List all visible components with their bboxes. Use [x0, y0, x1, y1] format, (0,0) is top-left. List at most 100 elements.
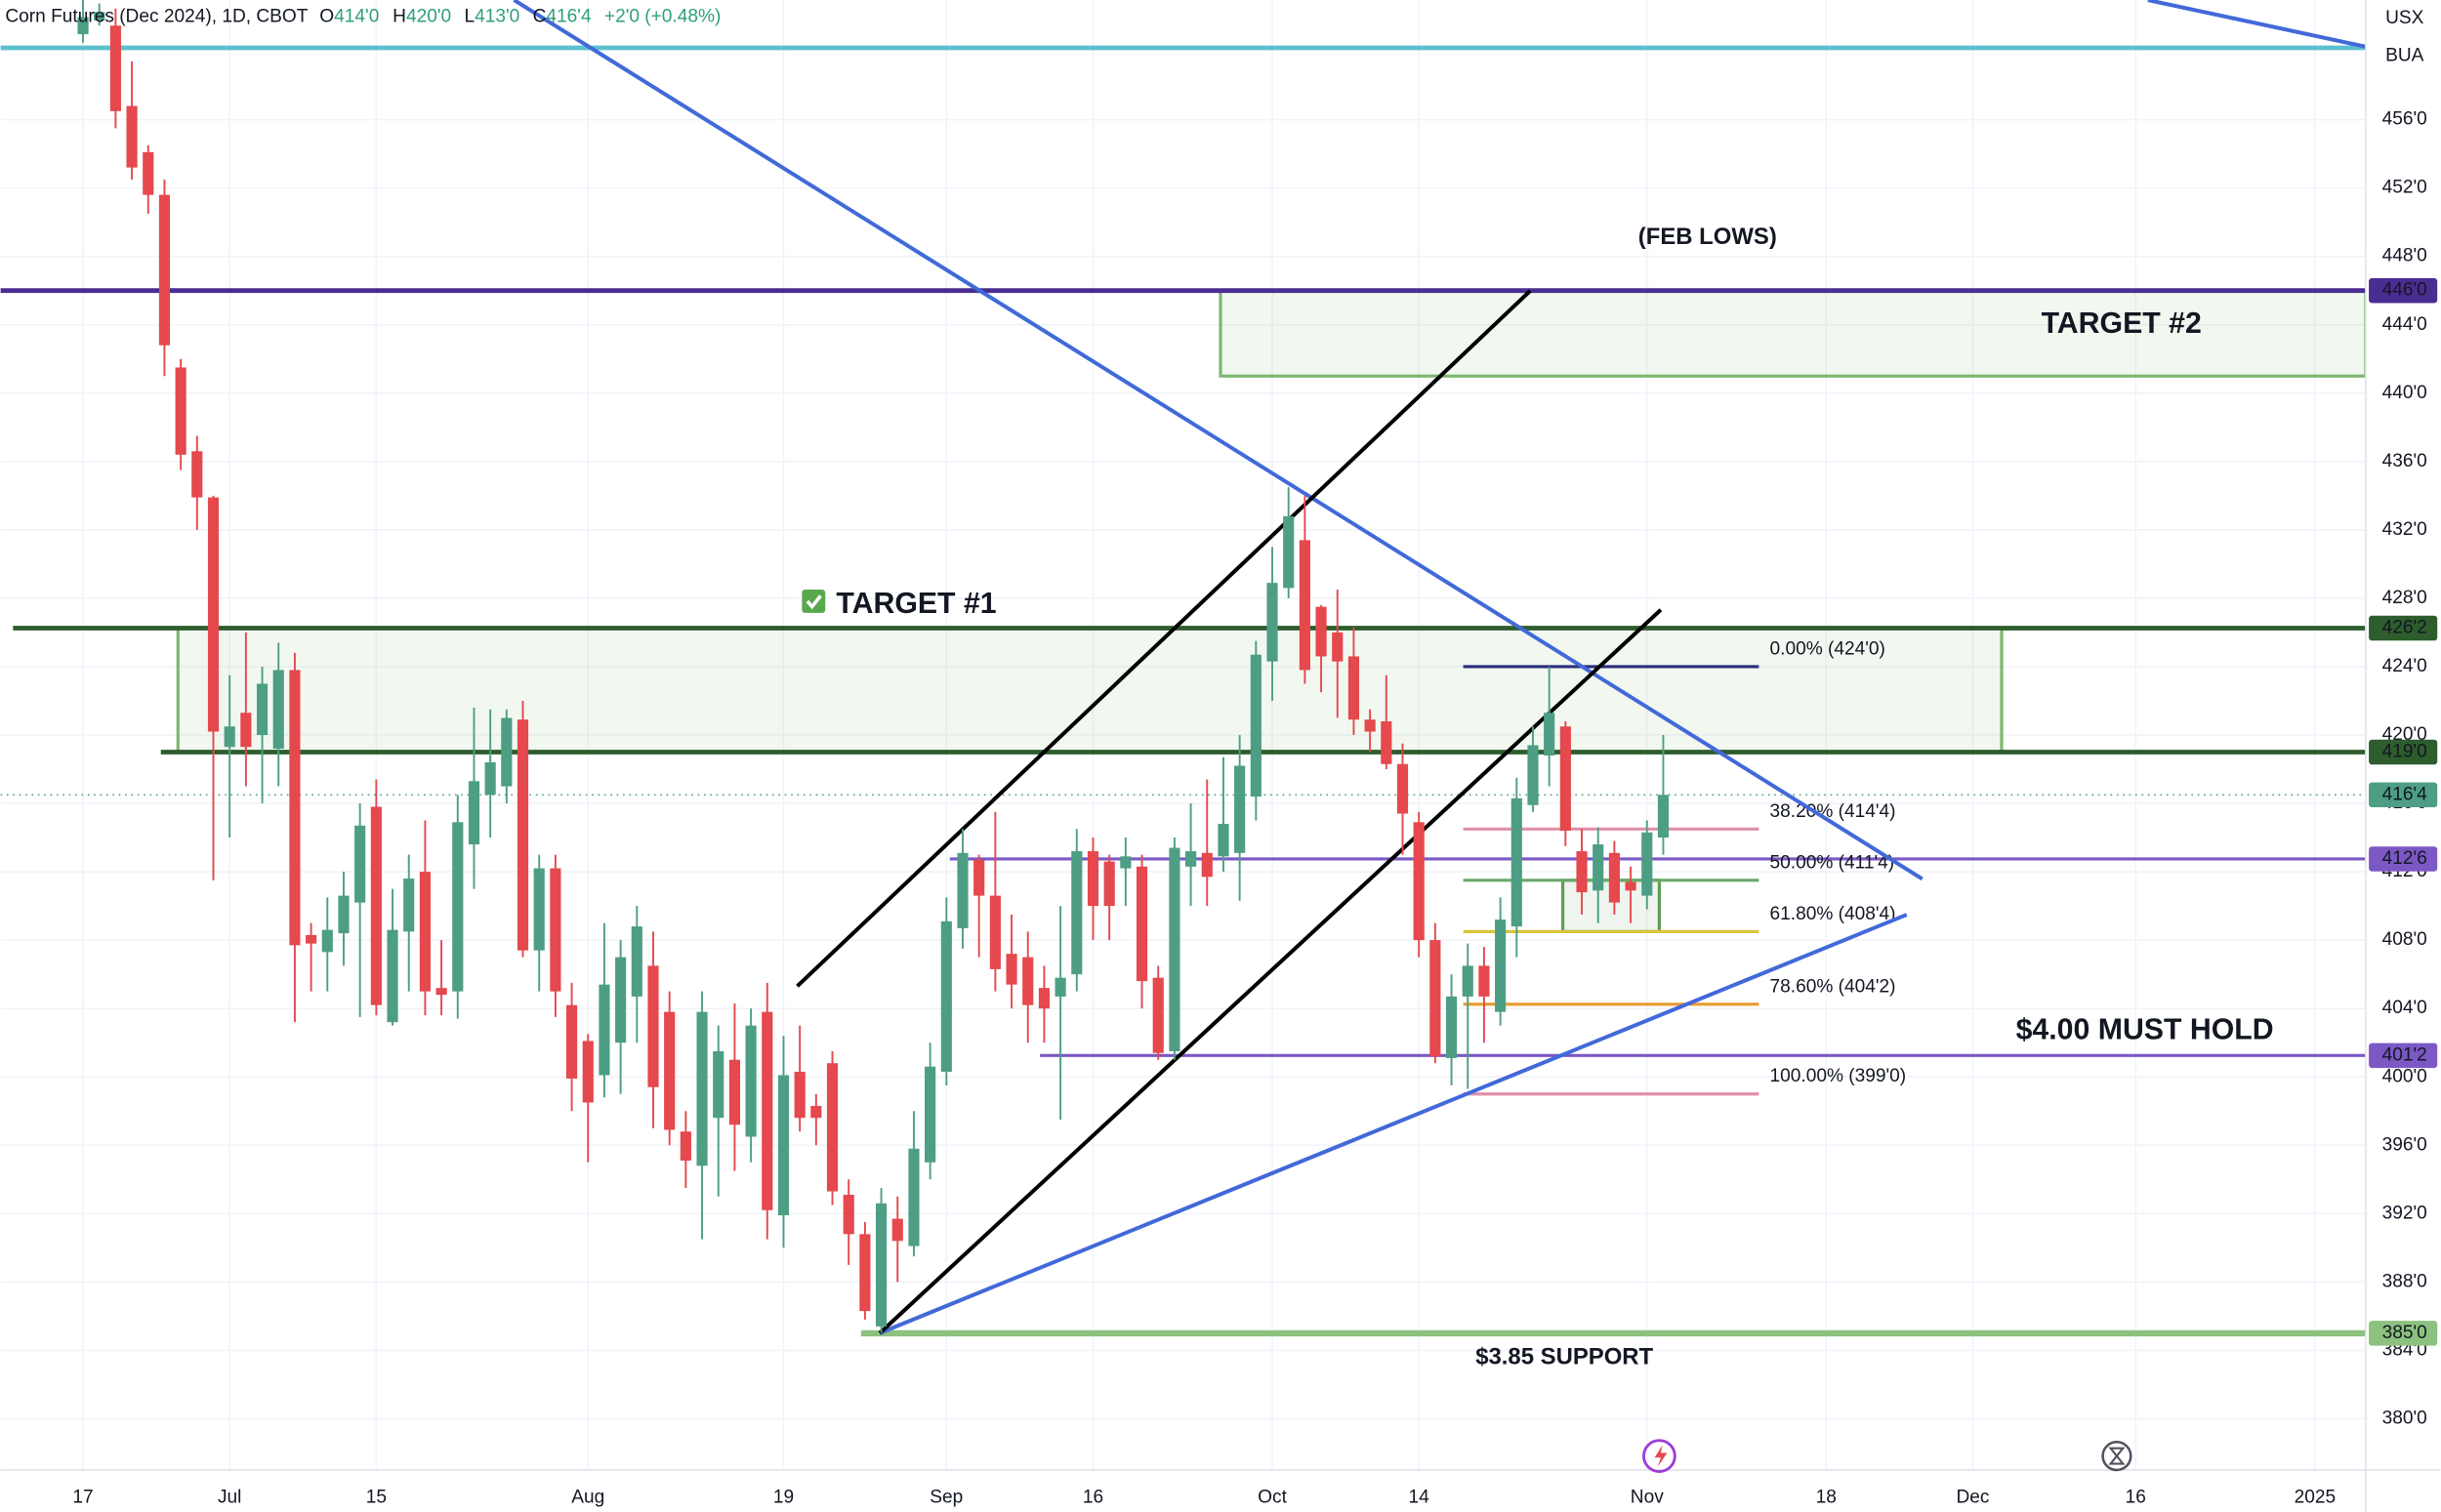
- candle-body: [565, 1004, 578, 1079]
- candle-body: [876, 1203, 888, 1327]
- ohlc-value: 413'0: [475, 7, 519, 27]
- levels: [0, 45, 2366, 1337]
- x-tick-label: 14: [1409, 1488, 1430, 1508]
- candle-body: [306, 934, 317, 944]
- candle-body: [1347, 656, 1360, 720]
- candle-body: [338, 895, 350, 934]
- check-mark: [806, 594, 822, 610]
- timer-icon[interactable]: [2101, 1441, 2132, 1472]
- candle-body: [1103, 861, 1115, 907]
- candle-body: [647, 965, 659, 1087]
- candle-body: [1608, 852, 1620, 903]
- candle-body: [631, 926, 642, 997]
- y-tick-label: 428'0: [2382, 588, 2427, 608]
- y-tick-label: 396'0: [2382, 1134, 2427, 1155]
- x-tick-label: Jul: [218, 1488, 241, 1508]
- candle-body: [713, 1050, 724, 1119]
- ohlc-value: 414'0: [334, 7, 379, 27]
- candle-body: [1055, 977, 1066, 997]
- price-tag: [2369, 1042, 2438, 1069]
- candle-body: [1510, 797, 1522, 927]
- fib-label: 78.60% (404'2): [1770, 976, 1896, 997]
- candle-body: [1657, 795, 1670, 838]
- candle-body: [810, 1105, 822, 1119]
- candle-body: [1201, 852, 1213, 878]
- candle-body: [1006, 954, 1017, 985]
- candle-body: [745, 1025, 757, 1137]
- zone: [176, 626, 2004, 755]
- y-tick-label: 440'0: [2382, 383, 2427, 403]
- ohlc-label: O: [319, 7, 334, 27]
- fib-label: 100.00% (399'0): [1770, 1066, 1907, 1086]
- candle-body: [989, 895, 1001, 969]
- y-tick-label: 392'0: [2382, 1203, 2427, 1223]
- event-icon[interactable]: [1642, 1439, 1676, 1474]
- trend-lines: [513, 0, 2367, 1335]
- x-tick-label: 2025: [2295, 1488, 2337, 1508]
- y-tick-label: 452'0: [2382, 178, 2427, 198]
- y-tick-label: 432'0: [2382, 519, 2427, 540]
- candle-body: [484, 762, 496, 796]
- currency: USX: [2385, 8, 2424, 28]
- candle-body: [1527, 745, 1539, 805]
- symbol-info: Corn Futures (Dec 2024), 1D, CBOT O414'0…: [5, 7, 721, 27]
- candle-body: [1299, 540, 1310, 671]
- candle-body: [1087, 851, 1099, 907]
- candle-body: [1250, 654, 1262, 797]
- fib-label: 50.00% (411'4): [1770, 852, 1895, 873]
- x-tick-label: 15: [366, 1488, 387, 1508]
- x-tick-label: Dec: [1956, 1488, 1989, 1508]
- event-icon-bolt: [1654, 1445, 1668, 1467]
- x-tick-label: Nov: [1631, 1488, 1664, 1508]
- candle-body: [1283, 515, 1295, 589]
- candle-body: [272, 670, 284, 749]
- annotation: TARGET #2: [2042, 307, 2202, 340]
- candle-body: [925, 1066, 936, 1163]
- candle-body: [1266, 583, 1278, 662]
- trend-line: [513, 0, 1924, 881]
- x-tick-label: Oct: [1258, 1488, 1287, 1508]
- candle-body: [1185, 851, 1197, 867]
- icons[interactable]: [1642, 1439, 2132, 1474]
- candle-body: [826, 1063, 839, 1192]
- candle-body: [777, 1075, 790, 1216]
- candle-body: [1576, 851, 1588, 893]
- candle-body: [696, 1011, 708, 1166]
- candle-body: [680, 1131, 691, 1162]
- candle-body: [1544, 713, 1555, 756]
- candle-body: [728, 1059, 740, 1125]
- price-tag-label: 385'0: [2382, 1323, 2427, 1343]
- candle-body: [175, 367, 186, 455]
- candle-body: [354, 825, 366, 903]
- x-tick-label: 18: [1816, 1488, 1837, 1508]
- annotations: (FEB LOWS) TARGET #2 TARGET #1 $4.00 MUS…: [802, 224, 2274, 1370]
- candle-body: [664, 1011, 676, 1130]
- y-tick-label: 404'0: [2382, 998, 2427, 1018]
- candle-body: [387, 929, 398, 1023]
- candle-body: [859, 1234, 871, 1312]
- candle-body: [1169, 847, 1180, 1051]
- y-tick-label: 444'0: [2382, 314, 2427, 335]
- candle-body: [94, 12, 105, 21]
- candle-body: [1396, 763, 1409, 814]
- timer-icon-glass: [2108, 1447, 2126, 1465]
- x-tick-label: 17: [72, 1488, 93, 1508]
- candle-body: [1641, 832, 1653, 896]
- channel-line: [796, 289, 1532, 988]
- annotation: TARGET #1: [836, 588, 996, 620]
- ohlc-value: 420'0: [406, 7, 451, 27]
- candle-body: [794, 1071, 806, 1119]
- candle-body: [256, 683, 269, 735]
- candle-body: [289, 670, 301, 946]
- candle-body: [143, 151, 154, 195]
- y-tick-label: 436'0: [2382, 451, 2427, 471]
- candle-body: [1332, 632, 1344, 662]
- price-tag-label: 419'0: [2382, 742, 2427, 762]
- annotation: (FEB LOWS): [1638, 224, 1777, 250]
- candle-body: [452, 822, 464, 992]
- unit: BUA: [2385, 45, 2424, 65]
- candles: [77, 0, 1670, 1333]
- axis: 380'0384'0388'0392'0396'0400'0404'0408'0…: [72, 109, 2438, 1508]
- y-tick-label: 448'0: [2382, 246, 2427, 266]
- candle-body: [1413, 822, 1425, 941]
